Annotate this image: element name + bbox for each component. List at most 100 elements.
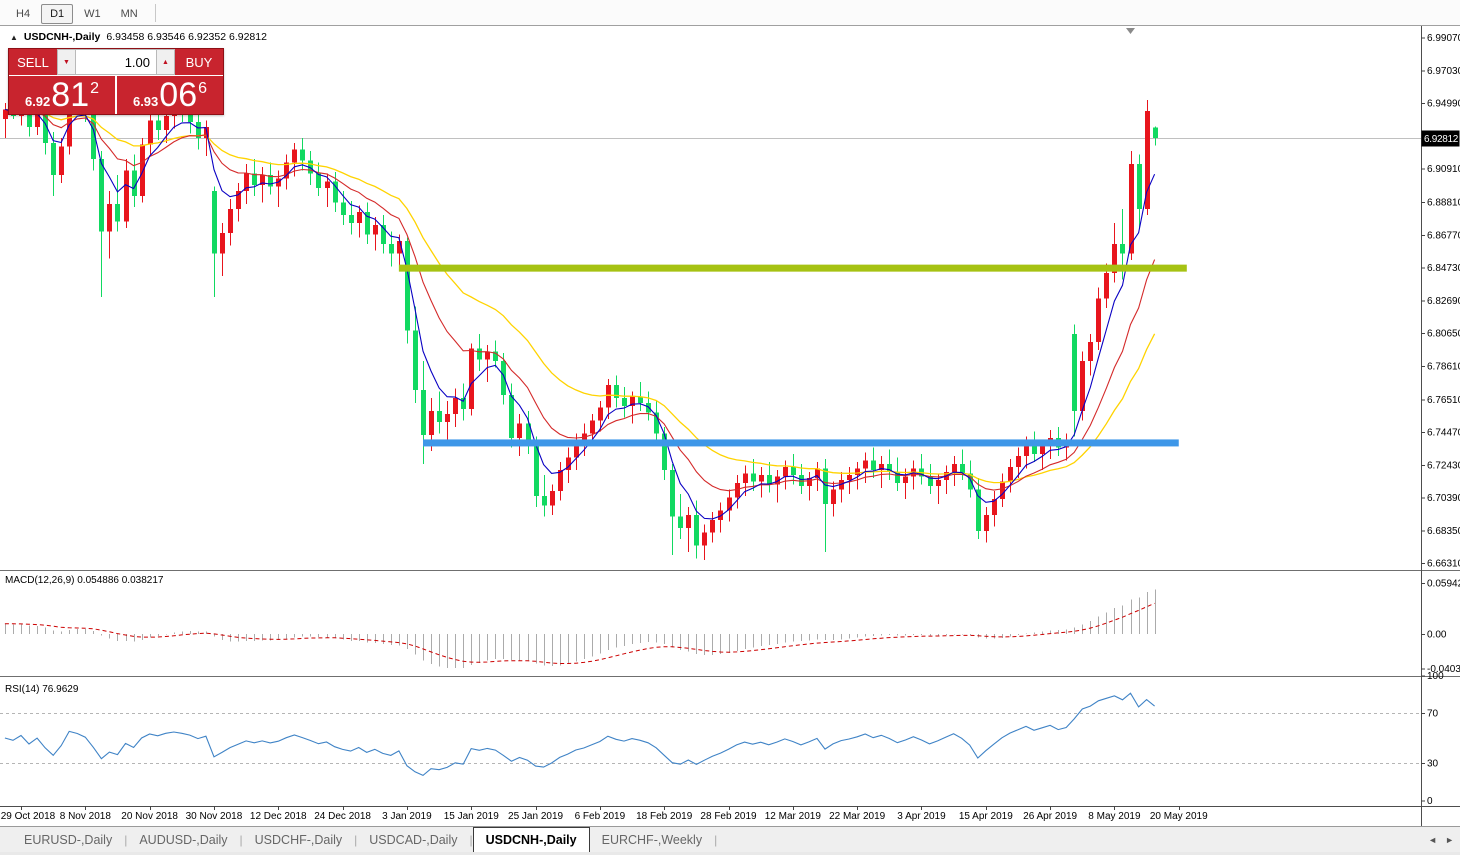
timeframe-h4-button[interactable]: H4 <box>16 7 31 20</box>
candle <box>847 474 852 480</box>
candle <box>791 466 796 475</box>
chart-header: ▲ USDCNH-,Daily 6.93458 6.93546 6.92352 … <box>10 31 267 43</box>
candle <box>1129 163 1134 254</box>
tab-separator: | <box>354 832 358 847</box>
resistance-trendline[interactable] <box>398 264 1187 272</box>
candle <box>558 470 563 492</box>
time-axis-label: 25 Jan 2019 <box>508 811 563 822</box>
candle <box>349 215 354 224</box>
tab-eurchf-weekly[interactable]: EURCHF-,Weekly <box>601 832 703 847</box>
candle <box>493 351 498 362</box>
time-axis-label: 12 Mar 2019 <box>765 811 822 822</box>
macd-axis-label: -0.040371 <box>1427 664 1460 675</box>
candle <box>300 149 305 161</box>
sell-button[interactable]: SELL <box>9 49 57 75</box>
candle <box>445 414 450 423</box>
price-axis-label: 6.90910 <box>1427 164 1460 175</box>
candle <box>863 460 868 469</box>
candle <box>598 407 603 421</box>
candle <box>952 463 957 472</box>
tab-eurusd-daily[interactable]: EURUSD-,Daily <box>24 832 113 847</box>
candle <box>292 149 297 163</box>
support-trendline[interactable] <box>423 439 1179 447</box>
rsi-axis-label: 70 <box>1427 709 1439 720</box>
collapse-panel-icon[interactable]: ▲ <box>10 32 18 42</box>
tab-usdchf-daily[interactable]: USDCHF-,Daily <box>254 832 343 847</box>
buy-button[interactable]: BUY <box>175 49 223 75</box>
pane-separators <box>0 26 1460 826</box>
candle <box>373 224 378 235</box>
candle <box>1080 361 1085 411</box>
candle <box>718 510 723 520</box>
candle <box>534 444 539 496</box>
sell-price-small: 6.92 <box>24 94 51 109</box>
candle <box>357 212 362 224</box>
price-axis-label: 6.86770 <box>1427 230 1460 241</box>
sell-price-box[interactable]: 6.92 81 2 <box>9 76 115 114</box>
current-price-tag-label: 6.92812 <box>1424 134 1459 145</box>
rsi-axis-label: 0 <box>1427 796 1433 807</box>
macd-axis-label: 0.00 <box>1427 630 1447 641</box>
price-axis-label: 6.70390 <box>1427 493 1460 504</box>
time-axis-label: 26 Apr 2019 <box>1023 811 1077 822</box>
candle <box>735 483 740 498</box>
candle <box>260 175 265 185</box>
volume-decrease-button[interactable]: ▼ <box>57 49 76 75</box>
tab-audusd-daily[interactable]: AUDUSD-,Daily <box>139 832 228 847</box>
buy-price-box[interactable]: 6.93 06 6 <box>117 76 223 114</box>
tab-scroll-right-icon[interactable]: ► <box>1445 835 1454 845</box>
volume-increase-button[interactable]: ▲ <box>156 49 175 75</box>
rsi-line <box>4 692 1155 777</box>
candle <box>823 468 828 504</box>
price-axis-label: 6.82690 <box>1427 296 1460 307</box>
price-axis-label: 6.94990 <box>1427 99 1460 110</box>
tab-scroll-left-icon[interactable]: ◄ <box>1428 835 1438 845</box>
chart-tab-bar: EURUSD-,Daily | AUDUSD-,Daily | USDCHF-,Dail… <box>0 826 1460 852</box>
candle <box>308 160 313 174</box>
candle <box>477 348 482 360</box>
candle <box>389 244 394 254</box>
candle <box>710 519 715 533</box>
timeframe-d1-button[interactable]: D1 <box>41 3 74 24</box>
sell-price-sup: 2 <box>90 80 100 97</box>
candle <box>453 398 458 415</box>
candle <box>743 473 748 484</box>
tab-usdcnh-daily[interactable]: USDCNH-,Daily <box>472 827 590 852</box>
tab-scroll-nav: ◄ ► <box>1428 827 1454 853</box>
chart-shift-marker-icon[interactable] <box>1126 28 1135 34</box>
candle <box>968 473 973 490</box>
candle <box>630 396 635 407</box>
candle <box>1096 298 1101 342</box>
candle <box>831 489 836 504</box>
candle <box>188 114 193 123</box>
candle <box>1000 481 1005 500</box>
candle <box>43 110 48 144</box>
time-axis-label: 8 May 2019 <box>1088 811 1141 822</box>
time-axis-label: 24 Dec 2018 <box>314 811 371 822</box>
rsi-pane: RSI(14) 76.9629 100 70 30 0 <box>0 671 1444 807</box>
candle <box>1112 244 1117 273</box>
candle <box>727 497 732 511</box>
candle <box>421 390 426 435</box>
tab-usdcad-daily[interactable]: USDCAD-,Daily <box>369 832 458 847</box>
timeframe-w1-button[interactable]: W1 <box>84 7 101 20</box>
time-axis-label: 29 Oct 2018 <box>1 811 56 822</box>
timeframe-mn-button[interactable]: MN <box>120 7 138 20</box>
candle <box>590 420 595 434</box>
candle <box>622 398 627 407</box>
candle <box>115 203 120 222</box>
time-axis-label: 3 Jan 2019 <box>382 811 432 822</box>
time-axis-label: 3 Apr 2019 <box>897 811 946 822</box>
candle <box>807 478 812 487</box>
volume-input[interactable] <box>76 49 156 75</box>
time-axis-label: 20 May 2019 <box>1150 811 1208 822</box>
candle <box>984 515 989 532</box>
candle <box>236 191 241 209</box>
time-axis-label: 6 Feb 2019 <box>575 811 626 822</box>
candle <box>91 112 96 160</box>
candle <box>1040 446 1045 455</box>
candle <box>164 115 169 131</box>
candle <box>662 433 667 471</box>
candle <box>694 515 699 546</box>
